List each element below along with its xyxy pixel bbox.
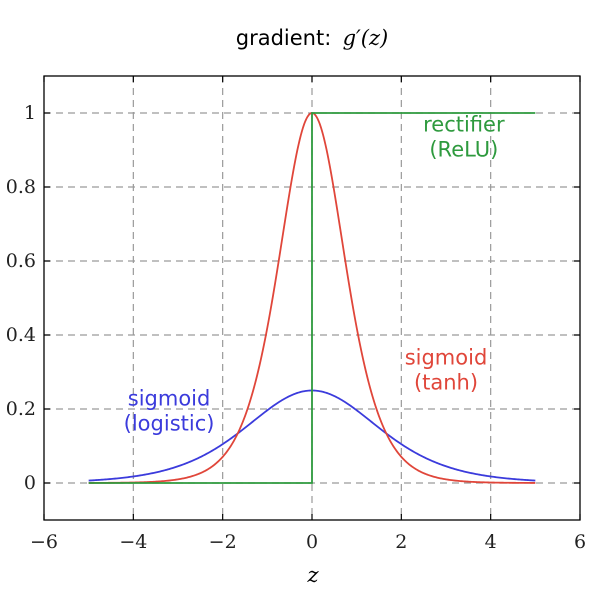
plot-frame	[43, 75, 581, 521]
y-tick-label: 1	[24, 102, 36, 124]
annotation-tanh: sigmoid (tanh)	[405, 346, 488, 395]
x-tick-label: 4	[485, 531, 497, 553]
y-tick-label: 0	[24, 472, 36, 494]
y-tick-label: 0.6	[6, 250, 36, 272]
annotation-line: (tanh)	[414, 371, 478, 395]
x-tick-label: −4	[119, 531, 147, 553]
annotation-line: sigmoid	[405, 346, 488, 370]
annotation-line: rectifier	[423, 113, 505, 137]
x-tick-label: −6	[30, 531, 58, 553]
annotation-logistic: sigmoid (logistic)	[124, 386, 215, 435]
annotation-line: (ReLU)	[429, 138, 498, 162]
x-tick-label: 6	[574, 531, 586, 553]
y-tick-label: 0.2	[6, 398, 36, 420]
annotation-line: sigmoid	[128, 386, 211, 410]
tick-labels: −6 −4 −2 0 2 4 6 0 0.2 0.4 0.6 0.8 1	[6, 102, 586, 553]
chart-title-prefix: gradient:	[236, 26, 332, 50]
y-tick-label: 0.8	[6, 176, 36, 198]
chart-title-math: g′(z)	[343, 26, 389, 50]
y-tick-label: 0.4	[6, 324, 36, 346]
annotation-relu: rectifier (ReLU)	[423, 113, 505, 162]
x-tick-label: 0	[306, 531, 318, 553]
chart-title: gradient: g′(z)	[236, 26, 388, 50]
annotation-line: (logistic)	[124, 411, 215, 435]
x-axis-label: z	[306, 563, 319, 587]
series-line-relu	[88, 112, 536, 484]
x-tick-label: 2	[395, 531, 407, 553]
annotations: rectifier (ReLU)sigmoid (tanh)sigmoid (logi…	[124, 113, 505, 436]
x-tick-label: −2	[209, 531, 237, 553]
series-layer	[88, 112, 536, 484]
